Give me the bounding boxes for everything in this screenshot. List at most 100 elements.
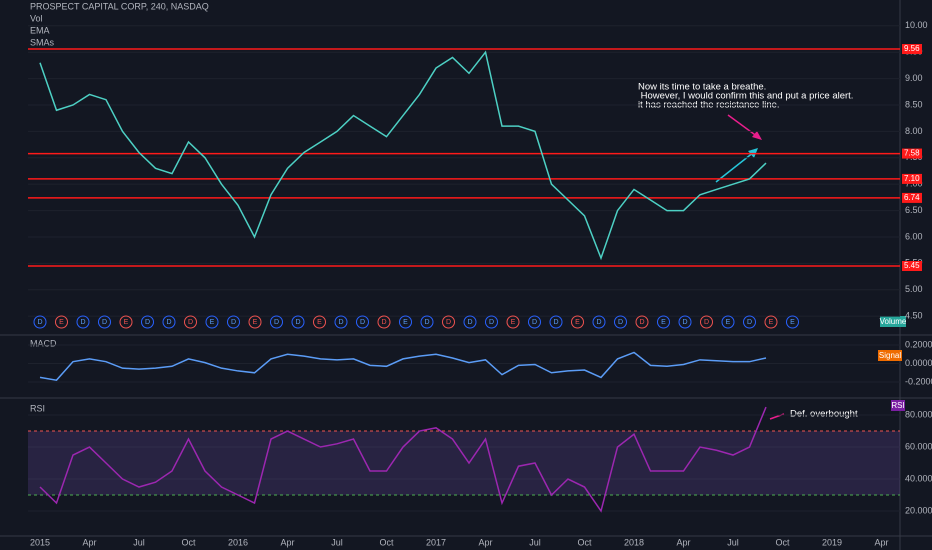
event-label: D <box>489 319 494 326</box>
x-tick-label: Apr <box>874 537 888 547</box>
y-tick-label: 8.50 <box>905 99 923 109</box>
event-marker <box>119 315 133 329</box>
event-label: E <box>661 319 666 326</box>
legend-item: Vol <box>30 13 43 23</box>
y-tick-label: 9.00 <box>905 73 923 83</box>
event-marker <box>485 315 498 329</box>
rsi-tag-label: RSI <box>891 401 904 410</box>
level-label: 9.56 <box>904 44 920 53</box>
event-label: E <box>575 319 580 326</box>
event-marker <box>764 315 778 329</box>
event-marker <box>270 315 283 329</box>
x-tick-label: 2015 <box>30 537 50 547</box>
event-label: E <box>726 319 731 326</box>
y-tick-label: 80.0000 <box>905 409 932 419</box>
x-tick-label: Jul <box>133 537 145 547</box>
event-marker <box>399 315 412 329</box>
event-marker <box>528 315 541 329</box>
series-line <box>39 50 767 261</box>
y-tick-label: 20.0000 <box>905 505 932 515</box>
event-label: D <box>145 319 150 326</box>
event-label: E <box>790 319 795 326</box>
x-tick-label: Jul <box>529 537 541 547</box>
rsi-band <box>28 431 900 496</box>
level-label: 7.58 <box>904 149 920 158</box>
level-label: 5.45 <box>904 261 920 270</box>
event-marker <box>614 315 627 329</box>
x-tick-label: Apr <box>280 537 294 547</box>
event-label: E <box>317 319 322 326</box>
event-marker <box>334 315 348 329</box>
event-label: D <box>682 319 687 326</box>
level-label: 6.74 <box>904 193 920 202</box>
x-tick-label: Oct <box>379 537 394 547</box>
y-tick-label: 5.00 <box>905 284 923 294</box>
event-marker <box>635 315 649 329</box>
volume-tag <box>880 316 906 327</box>
event-label: D <box>532 319 537 326</box>
event-label: D <box>102 319 107 326</box>
event-label: E <box>403 319 408 326</box>
event-label: D <box>704 319 709 326</box>
event-marker <box>55 315 68 329</box>
event-label: D <box>37 319 42 326</box>
y-tick-label: 0.2000 <box>905 339 932 349</box>
level-tag <box>902 148 922 159</box>
event-label: D <box>747 319 752 326</box>
event-marker <box>377 315 391 329</box>
event-label: D <box>166 319 171 326</box>
series-line <box>39 406 767 513</box>
event-marker <box>549 315 563 329</box>
y-tick-label: -0.2000 <box>905 376 932 386</box>
event-marker <box>721 315 735 329</box>
x-tick-label: Apr <box>82 537 96 547</box>
x-tick-label: 2016 <box>228 537 248 547</box>
x-tick-label: Jul <box>727 537 739 547</box>
arrow <box>727 114 759 138</box>
y-tick-label: 8.00 <box>905 126 923 136</box>
event-marker <box>356 315 369 329</box>
legend-item: SMAs <box>30 37 55 47</box>
annotation: Now its time to take a breathe. <box>638 82 766 93</box>
x-tick-label: Oct <box>181 537 196 547</box>
x-tick-label: Apr <box>676 537 690 547</box>
event-marker <box>313 315 326 329</box>
event-marker <box>657 315 670 329</box>
event-marker <box>743 315 756 329</box>
event-label: D <box>295 319 300 326</box>
event-label: E <box>253 319 258 326</box>
event-marker <box>33 315 47 329</box>
chart-title: PROSPECT CAPITAL CORP, 240, NASDAQ <box>30 1 209 11</box>
event-label: D <box>639 319 644 326</box>
event-label: E <box>210 319 215 326</box>
rsi-tag <box>891 400 905 411</box>
y-tick-label: 6.00 <box>905 231 923 241</box>
event-marker <box>786 315 799 329</box>
event-marker <box>141 315 154 329</box>
level-tag <box>902 261 922 272</box>
x-tick-label: Jul <box>331 537 343 547</box>
event-label: D <box>80 319 85 326</box>
event-label: E <box>769 319 774 326</box>
event-label: E <box>124 319 129 326</box>
event-label: D <box>553 319 558 326</box>
event-marker <box>76 315 90 329</box>
event-label: E <box>59 319 64 326</box>
event-marker <box>592 315 606 329</box>
x-tick-label: Apr <box>478 537 492 547</box>
event-label: E <box>511 319 516 326</box>
event-marker <box>248 315 262 329</box>
event-marker <box>463 315 477 329</box>
x-tick-label: Oct <box>577 537 592 547</box>
level-label: 7.10 <box>904 174 920 183</box>
event-label: D <box>618 319 623 326</box>
arrowhead <box>752 131 762 140</box>
level-tag <box>902 192 922 203</box>
event-marker <box>291 315 305 329</box>
event-marker <box>442 315 455 329</box>
level-tag <box>902 173 922 184</box>
event-marker <box>506 315 520 329</box>
event-marker <box>571 315 584 329</box>
y-tick-label: 60.0000 <box>905 441 932 451</box>
